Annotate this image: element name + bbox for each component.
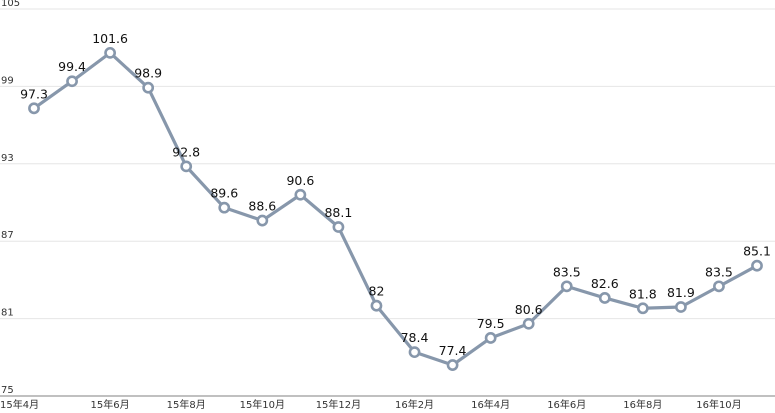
data-point: [522, 317, 535, 330]
data-point: [560, 280, 573, 293]
y-tick-label: 93: [1, 153, 14, 164]
data-point: [446, 359, 459, 371]
x-tick-label: 16年2月: [395, 398, 434, 411]
data-label: 101.6: [92, 31, 128, 46]
data-point: [408, 346, 421, 359]
x-tick-label: 16年10月: [696, 398, 741, 411]
data-label: 81.9: [667, 285, 695, 300]
data-point: [294, 188, 307, 201]
data-point: [332, 221, 345, 233]
data-point: [713, 280, 725, 293]
data-point: [484, 332, 497, 344]
data-label: 82: [369, 284, 385, 299]
x-tick-label: 15年4月: [0, 398, 39, 411]
data-label: 81.8: [629, 286, 657, 301]
data-point: [218, 201, 231, 214]
y-tick-label: 81: [1, 308, 14, 319]
x-tick-label: 16年6月: [547, 398, 586, 411]
data-point: [66, 75, 78, 88]
label-layer: 97.3 99.4 101.6 98.9 92.8 89.6 88.6 90.6 88.1 82 7…: [20, 31, 771, 358]
x-tick-label: 15年8月: [167, 398, 206, 411]
x-tick-label: 15年12月: [316, 398, 361, 411]
data-point: [751, 259, 763, 272]
data-point: [104, 46, 117, 59]
data-label: 89.6: [210, 186, 238, 201]
x-tick-label: 16年8月: [623, 398, 662, 411]
data-point: [370, 299, 383, 312]
x-tick-label: 16年4月: [471, 398, 510, 411]
data-point: [636, 302, 649, 315]
data-label: 83.5: [705, 264, 733, 279]
data-point: [142, 81, 155, 94]
data-label: 88.6: [248, 199, 276, 214]
data-label: 99.4: [58, 59, 86, 74]
data-label: 82.6: [591, 276, 619, 291]
y-tick-label: 99: [1, 75, 14, 86]
x-tick-label: 15年10月: [240, 398, 285, 411]
grid-layer: [0, 8, 775, 320]
y-tick-label: 87: [1, 230, 14, 241]
data-label: 77.4: [439, 343, 467, 358]
data-label: 78.4: [401, 330, 429, 345]
data-label: 88.1: [324, 205, 352, 220]
y-tick-label: 105: [1, 0, 20, 9]
data-label: 97.3: [20, 86, 48, 101]
data-point: [28, 102, 40, 115]
data-point: [674, 301, 687, 313]
data-label: 92.8: [172, 144, 200, 159]
data-label: 90.6: [286, 173, 314, 188]
data-label: 98.9: [134, 66, 162, 81]
y-tick-label: 75: [1, 385, 14, 396]
data-point: [256, 214, 269, 227]
data-point: [180, 160, 193, 173]
data-label: 85.1: [743, 244, 771, 259]
data-label: 80.6: [515, 302, 543, 317]
data-point: [598, 292, 611, 304]
series-line: [32, 51, 759, 367]
data-label: 83.5: [553, 264, 581, 279]
series-layer: [28, 46, 763, 371]
x-tick-label: 15年6月: [91, 398, 130, 411]
data-label: 79.5: [477, 316, 505, 331]
